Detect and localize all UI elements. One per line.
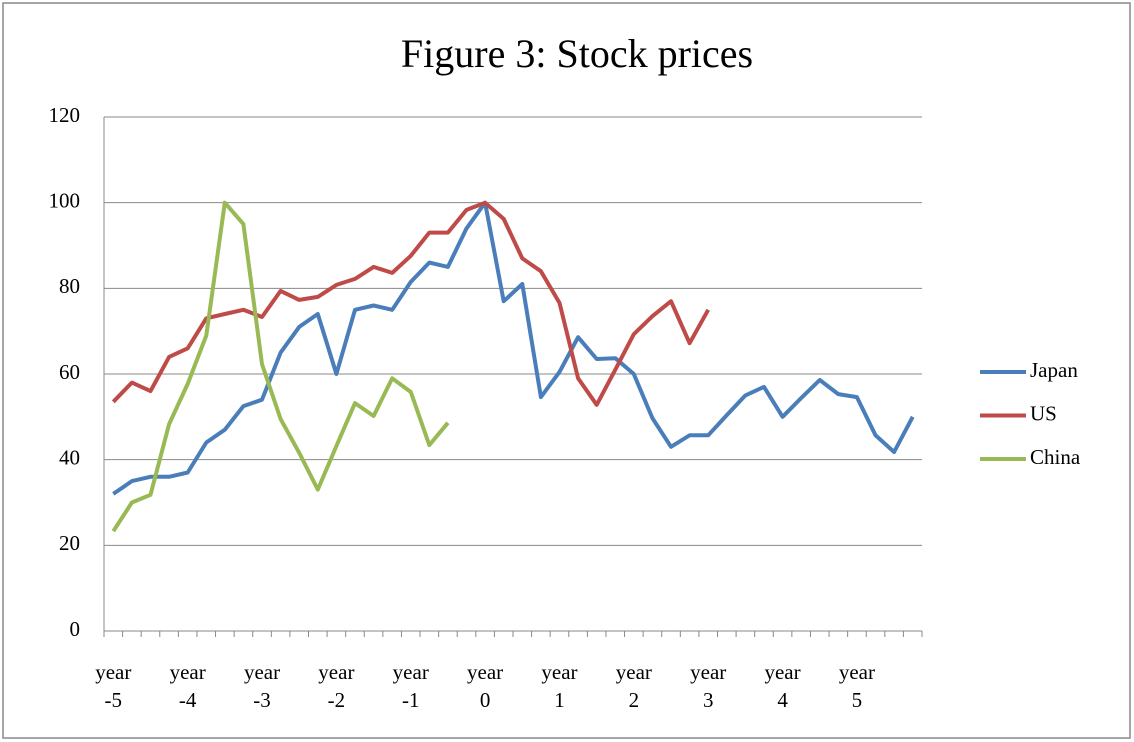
series-line	[111, 200, 710, 407]
y-tick-label: 40	[59, 445, 80, 469]
series-line	[111, 200, 450, 533]
x-tick-label: year -1	[392, 660, 429, 712]
x-tick-label: year 0	[467, 660, 504, 712]
y-tick-label: 60	[59, 360, 80, 384]
x-tick-label: year -2	[318, 660, 355, 712]
x-tick-label: year 3	[690, 660, 727, 712]
x-tick-label: year 2	[615, 660, 652, 712]
x-tick-label: year -3	[243, 660, 281, 712]
x-tick-label: year 5	[838, 660, 875, 712]
x-tick-label: year -4	[169, 660, 206, 712]
chart-title: Figure 3: Stock prices	[401, 31, 753, 76]
y-tick-label: 100	[49, 188, 81, 212]
x-tick-label: year 1	[541, 660, 578, 712]
y-tick-label: 120	[49, 103, 81, 127]
y-tick-label: 80	[59, 274, 80, 298]
x-tick-label: year -5	[95, 660, 132, 712]
y-tick-label: 0	[70, 617, 81, 641]
series-line	[112, 200, 915, 496]
x-tick-label: year 4	[764, 660, 801, 712]
y-tick-label: 20	[59, 531, 80, 555]
legend-label: China	[1030, 445, 1081, 469]
legend-label: US	[1030, 401, 1057, 425]
legend-label: Japan	[1030, 358, 1078, 382]
